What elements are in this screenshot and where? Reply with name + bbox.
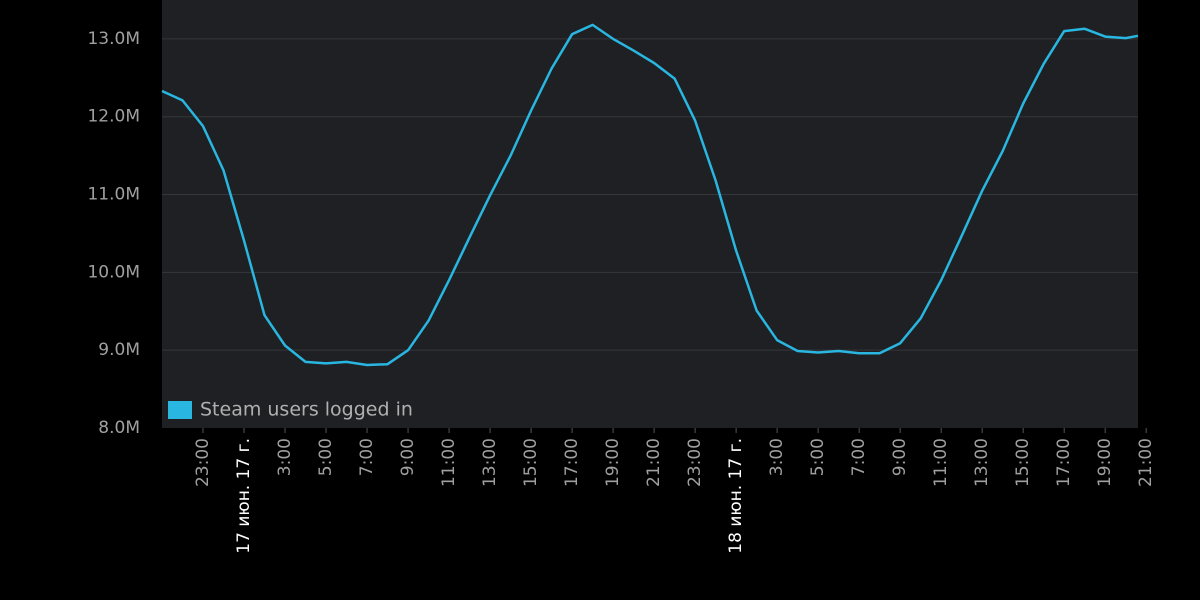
x-tick-label: 9:00 xyxy=(398,438,418,476)
x-tick-label: 17 июн. 17 г. xyxy=(234,438,254,554)
x-tick-label: 7:00 xyxy=(357,438,377,476)
plot-area xyxy=(162,0,1138,428)
x-tick-label: 11:00 xyxy=(439,438,459,487)
x-tick-label: 15:00 xyxy=(521,438,541,487)
x-tick-label: 13:00 xyxy=(972,438,992,487)
y-tick-label: 8.0M xyxy=(98,418,140,438)
x-tick-label: 5:00 xyxy=(808,438,828,476)
x-tick-label: 15:00 xyxy=(1013,438,1033,487)
x-tick-label: 3:00 xyxy=(275,438,295,476)
x-tick-label: 5:00 xyxy=(316,438,336,476)
x-tick-label: 19:00 xyxy=(603,438,623,487)
x-tick-label: 23:00 xyxy=(685,438,705,487)
x-tick-label: 9:00 xyxy=(890,438,910,476)
data-line xyxy=(161,23,1139,367)
x-tick-label: 11:00 xyxy=(931,438,951,487)
y-tick-label: 11.0M xyxy=(87,185,140,205)
x-tick-label: 7:00 xyxy=(849,438,869,476)
y-tick-label: 10.0M xyxy=(87,262,140,282)
x-tick-label: 17:00 xyxy=(562,438,582,487)
y-tick-label: 13.0M xyxy=(87,29,140,49)
x-tick-label: 13:00 xyxy=(480,438,500,487)
legend-label: Steam users logged in xyxy=(200,399,413,421)
x-tick-label: 3:00 xyxy=(767,438,787,476)
x-tick-label: 21:00 xyxy=(1136,438,1156,487)
x-tick-label: 21:00 xyxy=(644,438,664,487)
y-tick-label: 9.0M xyxy=(98,340,140,360)
x-tick-label: 19:00 xyxy=(1095,438,1115,487)
x-tick-label: 17:00 xyxy=(1054,438,1074,487)
x-tick-label: 23:00 xyxy=(193,438,213,487)
x-tick-label: 18 июн. 17 г. xyxy=(726,438,746,554)
legend-swatch xyxy=(168,401,192,419)
y-tick-label: 12.0M xyxy=(87,107,140,127)
